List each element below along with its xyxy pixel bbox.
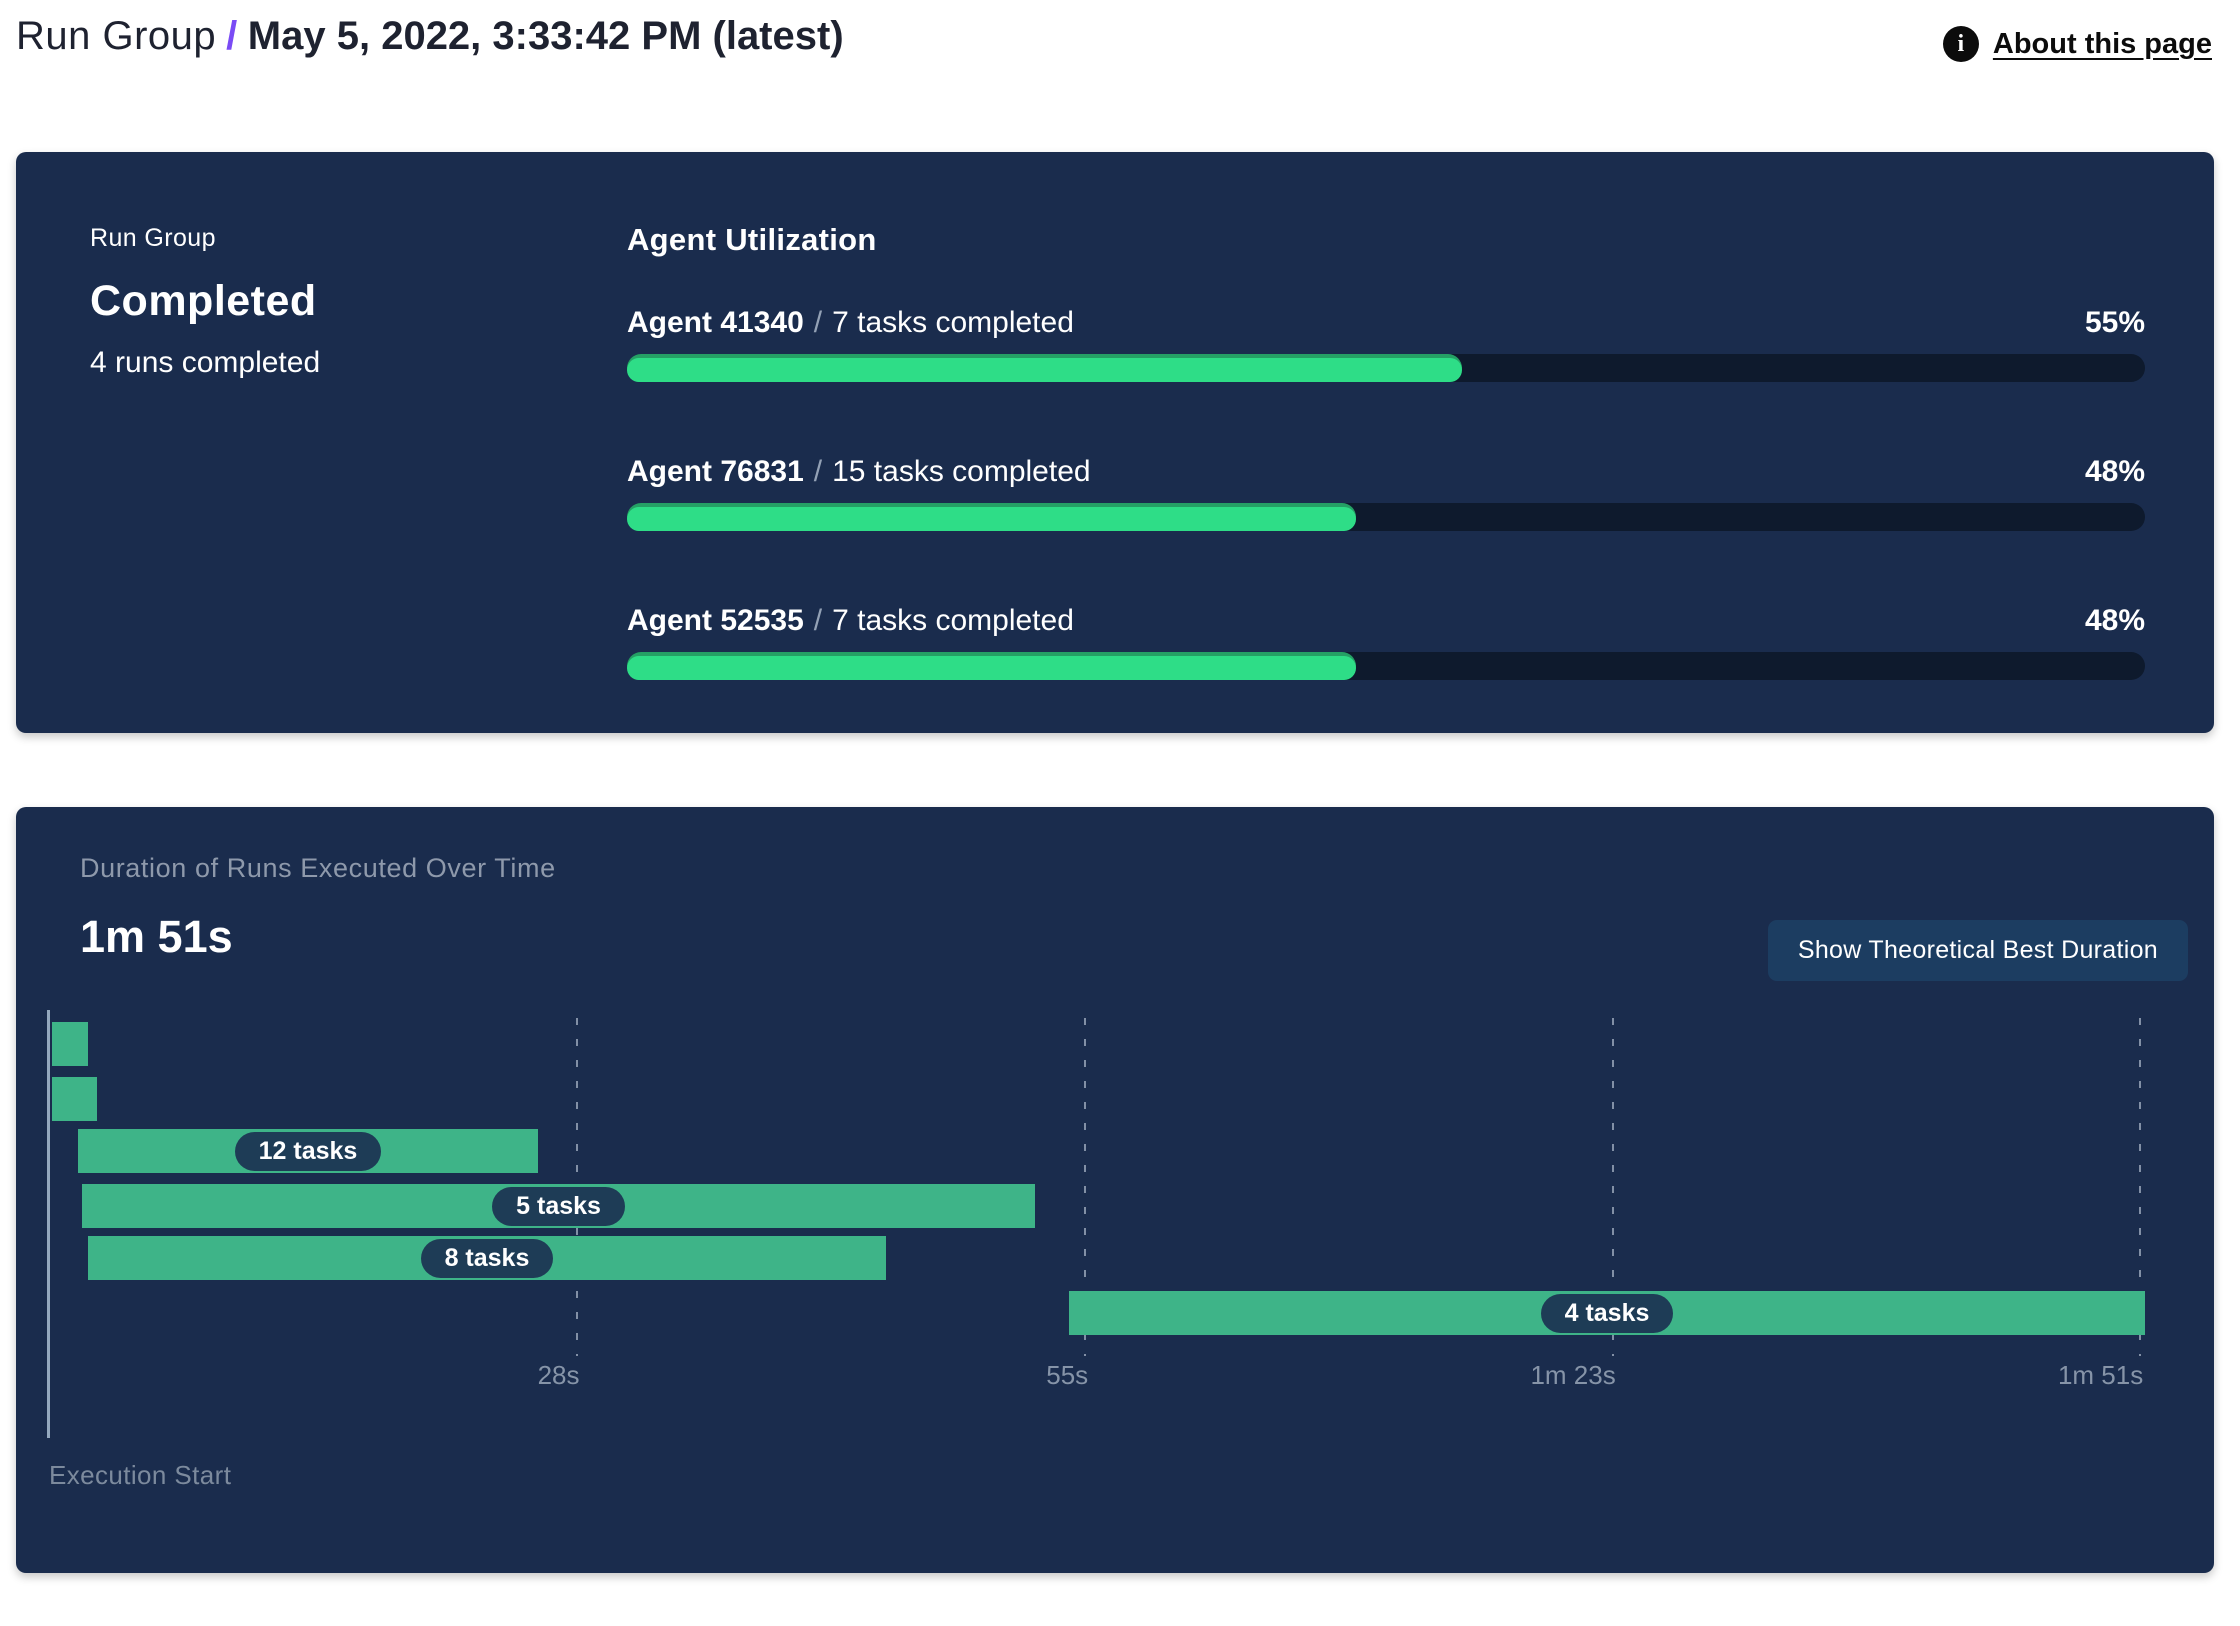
page-header: Run Group / May 5, 2022, 3:33:42 PM (lates… <box>16 8 2212 62</box>
utilization-progress-fill <box>627 652 1356 680</box>
task-count-pill: 5 tasks <box>492 1186 625 1226</box>
agent-utilization-heading: Agent Utilization <box>627 222 877 257</box>
x-axis-tick-label: 55s <box>1046 1360 1089 1390</box>
agent-label-separator: / <box>813 306 823 339</box>
agent-row-header: Agent 76831 / 15 tasks completed 48% <box>627 455 2145 489</box>
agent-name: Agent 52535 <box>627 604 804 637</box>
run-group-panel: Run Group Completed 4 runs completed Age… <box>16 152 2214 733</box>
duration-panel: Duration of Runs Executed Over Time 1m 5… <box>16 807 2214 1573</box>
utilization-progress-fill <box>627 354 1462 382</box>
agent-utilization-percent: 55% <box>2084 306 2145 339</box>
utilization-progress-highlight <box>627 358 1462 382</box>
task-count-pill: 8 tasks <box>420 1238 554 1278</box>
agent-label-separator: / <box>813 604 823 637</box>
agent-row: Agent 76831 / 15 tasks completed 48% <box>627 455 2145 531</box>
run-group-label: Run Group <box>90 224 216 252</box>
gantt-run-bar[interactable] <box>51 1022 88 1066</box>
agent-utilization-percent: 48% <box>2084 604 2145 637</box>
about-this-page-link[interactable]: i About this page <box>1942 26 2212 62</box>
info-icon[interactable]: i <box>1942 26 1979 62</box>
agent-name: Agent 41340 <box>627 306 804 339</box>
gantt-run-bar[interactable]: 8 tasks <box>87 1236 887 1280</box>
breadcrumb-separator: / <box>226 14 238 58</box>
x-axis-tick-label: 28s <box>537 1360 580 1390</box>
utilization-progress-fill <box>627 503 1356 531</box>
about-link-label[interactable]: About this page <box>1992 27 2212 60</box>
utilization-progress-track <box>627 503 2145 531</box>
gantt-run-bar[interactable] <box>51 1077 97 1121</box>
duration-gantt-chart: Execution Start 28s 55s 1m 23s 1m 51s 12 tas… <box>47 1010 2147 1510</box>
agent-row-label: Agent 52535 / 7 tasks completed <box>627 604 1074 638</box>
total-duration-value: 1m 51s <box>80 911 233 962</box>
y-axis-line <box>47 1010 50 1438</box>
breadcrumb-run-group: Run Group <box>16 14 217 58</box>
page-title: May 5, 2022, 3:33:42 PM (latest) <box>247 14 844 58</box>
utilization-progress-highlight <box>627 507 1356 531</box>
x-axis-tick-label: 1m 23s <box>1530 1360 1616 1390</box>
agent-row: Agent 52535 / 7 tasks completed 48% <box>627 604 2145 680</box>
breadcrumb: Run Group / May 5, 2022, 3:33:42 PM (lates… <box>16 8 844 59</box>
utilization-progress-track <box>627 652 2145 680</box>
run-group-status-block: Run Group Completed 4 runs completed <box>90 224 320 380</box>
x-axis-tick-label: 1m 51s <box>2057 1360 2144 1390</box>
gantt-gridline <box>1084 1018 1087 1356</box>
task-count-pill: 4 tasks <box>1540 1293 1674 1333</box>
duration-chart-title: Duration of Runs Executed Over Time <box>80 853 556 883</box>
run-group-status: Completed <box>90 277 317 325</box>
gantt-run-bar[interactable]: 12 tasks <box>78 1129 538 1173</box>
task-count-pill: 12 tasks <box>234 1131 382 1171</box>
agent-row-header: Agent 41340 / 7 tasks completed 55% <box>627 306 2145 340</box>
agent-row-label: Agent 76831 / 15 tasks completed <box>627 455 1091 489</box>
agent-row: Agent 41340 / 7 tasks completed 55% <box>627 306 2145 382</box>
agent-tasks-completed: 15 tasks completed <box>832 455 1091 488</box>
agent-tasks-completed: 7 tasks completed <box>832 306 1074 339</box>
agent-row-label: Agent 41340 / 7 tasks completed <box>627 306 1074 340</box>
agent-row-header: Agent 52535 / 7 tasks completed 48% <box>627 604 2145 638</box>
gantt-run-bar[interactable]: 5 tasks <box>81 1184 1036 1228</box>
utilization-progress-highlight <box>627 656 1356 680</box>
execution-start-label: Execution Start <box>49 1460 232 1490</box>
show-theoretical-best-duration-button[interactable]: Show Theoretical Best Duration <box>1767 920 2188 981</box>
agent-label-separator: / <box>813 455 823 488</box>
gantt-gridline <box>2139 1018 2142 1356</box>
agent-utilization-percent: 48% <box>2084 455 2145 488</box>
gantt-gridline <box>1611 1018 1614 1356</box>
agent-name: Agent 76831 <box>627 455 804 488</box>
agent-utilization-list: Agent 41340 / 7 tasks completed 55% Agent 76… <box>627 306 2145 680</box>
runs-completed-count: 4 runs completed <box>90 346 321 379</box>
agent-tasks-completed: 7 tasks completed <box>832 604 1074 637</box>
agent-utilization-section: Agent Utilization Agent 41340 / 7 tasks co… <box>627 222 2145 753</box>
utilization-progress-track <box>627 354 2145 382</box>
gantt-run-bar[interactable]: 4 tasks <box>1069 1291 2145 1335</box>
